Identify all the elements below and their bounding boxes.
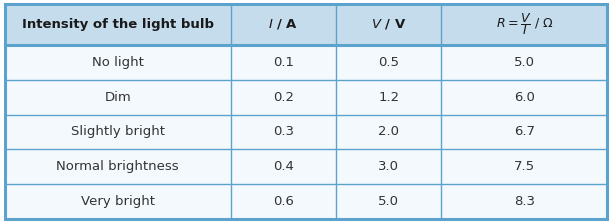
Bar [5, 114, 607, 149]
Text: 8.3: 8.3 [514, 195, 535, 208]
Bar [5, 45, 607, 80]
Text: 0.2: 0.2 [273, 91, 294, 104]
Text: No light: No light [92, 56, 144, 69]
Bar [5, 4, 607, 45]
Text: 2.0: 2.0 [378, 125, 399, 138]
Bar [5, 80, 607, 114]
Text: 0.4: 0.4 [273, 160, 294, 173]
Bar [5, 184, 607, 219]
Text: Slightly bright: Slightly bright [71, 125, 165, 138]
Text: 6.0: 6.0 [514, 91, 535, 104]
Text: $\mathit{R} = \dfrac{\mathit{V}}{\mathit{I}}\ /\ \Omega$: $\mathit{R} = \dfrac{\mathit{V}}{\mathit… [496, 11, 553, 37]
Text: 7.5: 7.5 [513, 160, 535, 173]
Text: Dim: Dim [105, 91, 131, 104]
Text: $\mathit{V}$ / V: $\mathit{V}$ / V [371, 17, 406, 31]
Text: 5.0: 5.0 [514, 56, 535, 69]
Text: 0.3: 0.3 [273, 125, 294, 138]
Text: 0.1: 0.1 [273, 56, 294, 69]
Text: $\mathit{I}$ / A: $\mathit{I}$ / A [268, 17, 299, 31]
Text: Intensity of the light bulb: Intensity of the light bulb [22, 18, 214, 31]
Text: 3.0: 3.0 [378, 160, 399, 173]
Text: Very bright: Very bright [81, 195, 155, 208]
Text: 1.2: 1.2 [378, 91, 400, 104]
Bar [5, 149, 607, 184]
Text: Normal brightness: Normal brightness [56, 160, 179, 173]
Text: 6.7: 6.7 [514, 125, 535, 138]
Text: 5.0: 5.0 [378, 195, 399, 208]
Text: 0.6: 0.6 [273, 195, 294, 208]
Text: 0.5: 0.5 [378, 56, 399, 69]
